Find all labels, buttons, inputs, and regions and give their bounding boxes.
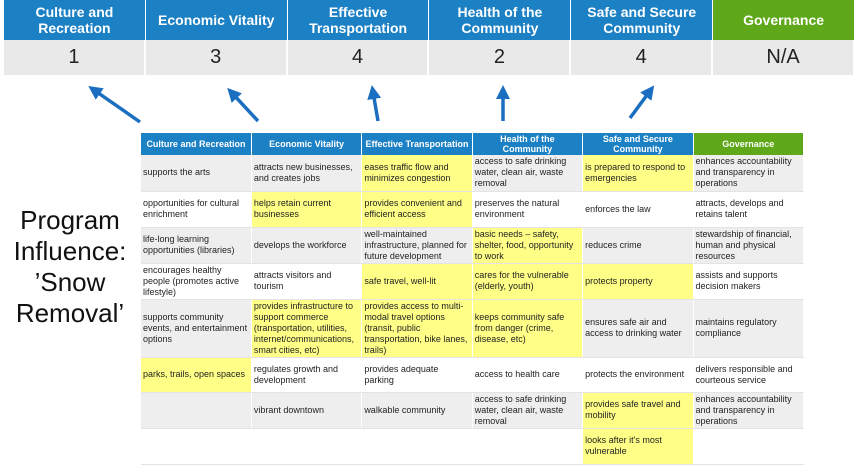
summary-score: 4 <box>287 40 430 75</box>
arrows <box>88 85 655 124</box>
program-influence-label: Program Influence: ’Snow Removal’ <box>13 205 127 328</box>
table-cell: cares for the vulnerable (elderly, youth… <box>472 263 584 300</box>
table-cell: looks after it's most vulnerable <box>582 428 694 465</box>
summary-header: Economic Vitality <box>145 0 288 40</box>
table-row: looks after it's most vulnerable <box>141 428 805 465</box>
table-cell: protects property <box>582 263 694 300</box>
table-cell: opportunities for cultural enrichment <box>141 191 252 228</box>
column-header: Economic Vitality <box>251 133 363 155</box>
table-cell <box>141 428 252 465</box>
arrow-safe <box>628 85 655 120</box>
table-cell: enforces the law <box>582 191 694 228</box>
table-cell: assists and supports decision makers <box>693 263 805 300</box>
table-cell <box>141 392 252 429</box>
table-cell: enhances accountability and transparency… <box>693 392 805 429</box>
column-header: Health of the Community <box>472 133 584 155</box>
column-header: Culture and Recreation <box>141 133 252 155</box>
table-cell: life-long learning opportunities (librar… <box>141 227 252 264</box>
summary-score: 3 <box>145 40 288 75</box>
table-cell: vibrant downtown <box>251 392 363 429</box>
summary-scores: Culture and Recreation Economic Vitality E… <box>4 0 855 75</box>
table-row: parks, trails, open spaces regulates grow… <box>141 357 805 393</box>
table-cell: provides infrastructure to support comme… <box>251 299 363 358</box>
table-cell <box>251 428 363 465</box>
arrow-transportation <box>367 85 382 122</box>
table-cell: attracts new businesses, and creates job… <box>251 155 363 192</box>
table-cell: protects the environment <box>582 357 694 393</box>
table-cell: regulates growth and development <box>251 357 363 393</box>
table-cell: parks, trails, open spaces <box>141 357 252 393</box>
table-cell: encourages healthy people (promotes acti… <box>141 263 252 300</box>
table-cell: develops the workforce <box>251 227 363 264</box>
table-cell <box>361 428 473 465</box>
summary-score: 1 <box>4 40 146 75</box>
summary-header: Culture and Recreation <box>4 0 146 40</box>
table-cell: keeps community safe from danger (crime,… <box>472 299 584 358</box>
table-cell: supports the arts <box>141 155 252 192</box>
summary-score: 2 <box>429 40 572 75</box>
table-cell: well-maintained infrastructure, planned … <box>361 227 473 264</box>
summary-score: 4 <box>571 40 714 75</box>
table-cell: preserves the natural environment <box>472 191 584 228</box>
summary-header: Effective Transportation <box>287 0 430 40</box>
table-row: supports the arts attracts new businesses… <box>141 155 805 192</box>
table-cell <box>693 428 805 465</box>
table-cell: eases traffic flow and minimizes congest… <box>361 155 473 192</box>
table-cell: access to health care <box>472 357 584 393</box>
table-header-row: Culture and Recreation Economic Vitality E… <box>141 133 805 155</box>
table-cell <box>472 428 584 465</box>
table-cell: attracts visitors and tourism <box>251 263 363 300</box>
table-cell: provides convenient and efficient access <box>361 191 473 228</box>
column-header: Safe and Secure Community <box>582 133 694 155</box>
influence-table: Culture and Recreation Economic Vitality E… <box>141 133 805 465</box>
table-row: opportunities for cultural enrichment hel… <box>141 191 805 228</box>
table-cell: provides safe travel and mobility <box>582 392 694 429</box>
table-row: supports community events, and entertain… <box>141 299 805 358</box>
column-header: Governance <box>693 133 805 155</box>
table-cell: is prepared to respond to emergencies <box>582 155 694 192</box>
table-cell: basic needs – safety, shelter, food, opp… <box>472 227 584 264</box>
column-header: Effective Transportation <box>361 133 473 155</box>
table-cell: walkable community <box>361 392 473 429</box>
table-cell: ensures safe air and access to drinking … <box>582 299 694 358</box>
summary-header: Health of the Community <box>429 0 572 40</box>
table-cell: helps retain current businesses <box>251 191 363 228</box>
table-row: life-long learning opportunities (librar… <box>141 227 805 264</box>
table-cell: access to safe drinking water, clean air… <box>472 392 584 429</box>
table-cell: access to safe drinking water, clean air… <box>472 155 584 192</box>
table-row: encourages healthy people (promotes acti… <box>141 263 805 300</box>
summary-header: Governance <box>713 0 855 40</box>
table-cell: maintains regulatory compliance <box>693 299 805 358</box>
summary-header: Safe and Secure Community <box>571 0 714 40</box>
arrow-culture <box>88 86 141 124</box>
table-cell: provides adequate parking <box>361 357 473 393</box>
table-cell: provides access to multi-modal travel op… <box>361 299 473 358</box>
table-cell: attracts, develops and retains talent <box>693 191 805 228</box>
table-cell: delivers responsible and courteous servi… <box>693 357 805 393</box>
table-row: vibrant downtown walkable community access… <box>141 392 805 429</box>
table-cell: safe travel, well-lit <box>361 263 473 300</box>
table-cell: supports community events, and entertain… <box>141 299 252 358</box>
summary-score: N/A <box>713 40 855 75</box>
table-cell: stewardship of financial, human and phys… <box>693 227 805 264</box>
table-cell: enhances accountability and transparency… <box>693 155 805 192</box>
arrow-economic <box>227 87 260 123</box>
table-cell: reduces crime <box>582 227 694 264</box>
